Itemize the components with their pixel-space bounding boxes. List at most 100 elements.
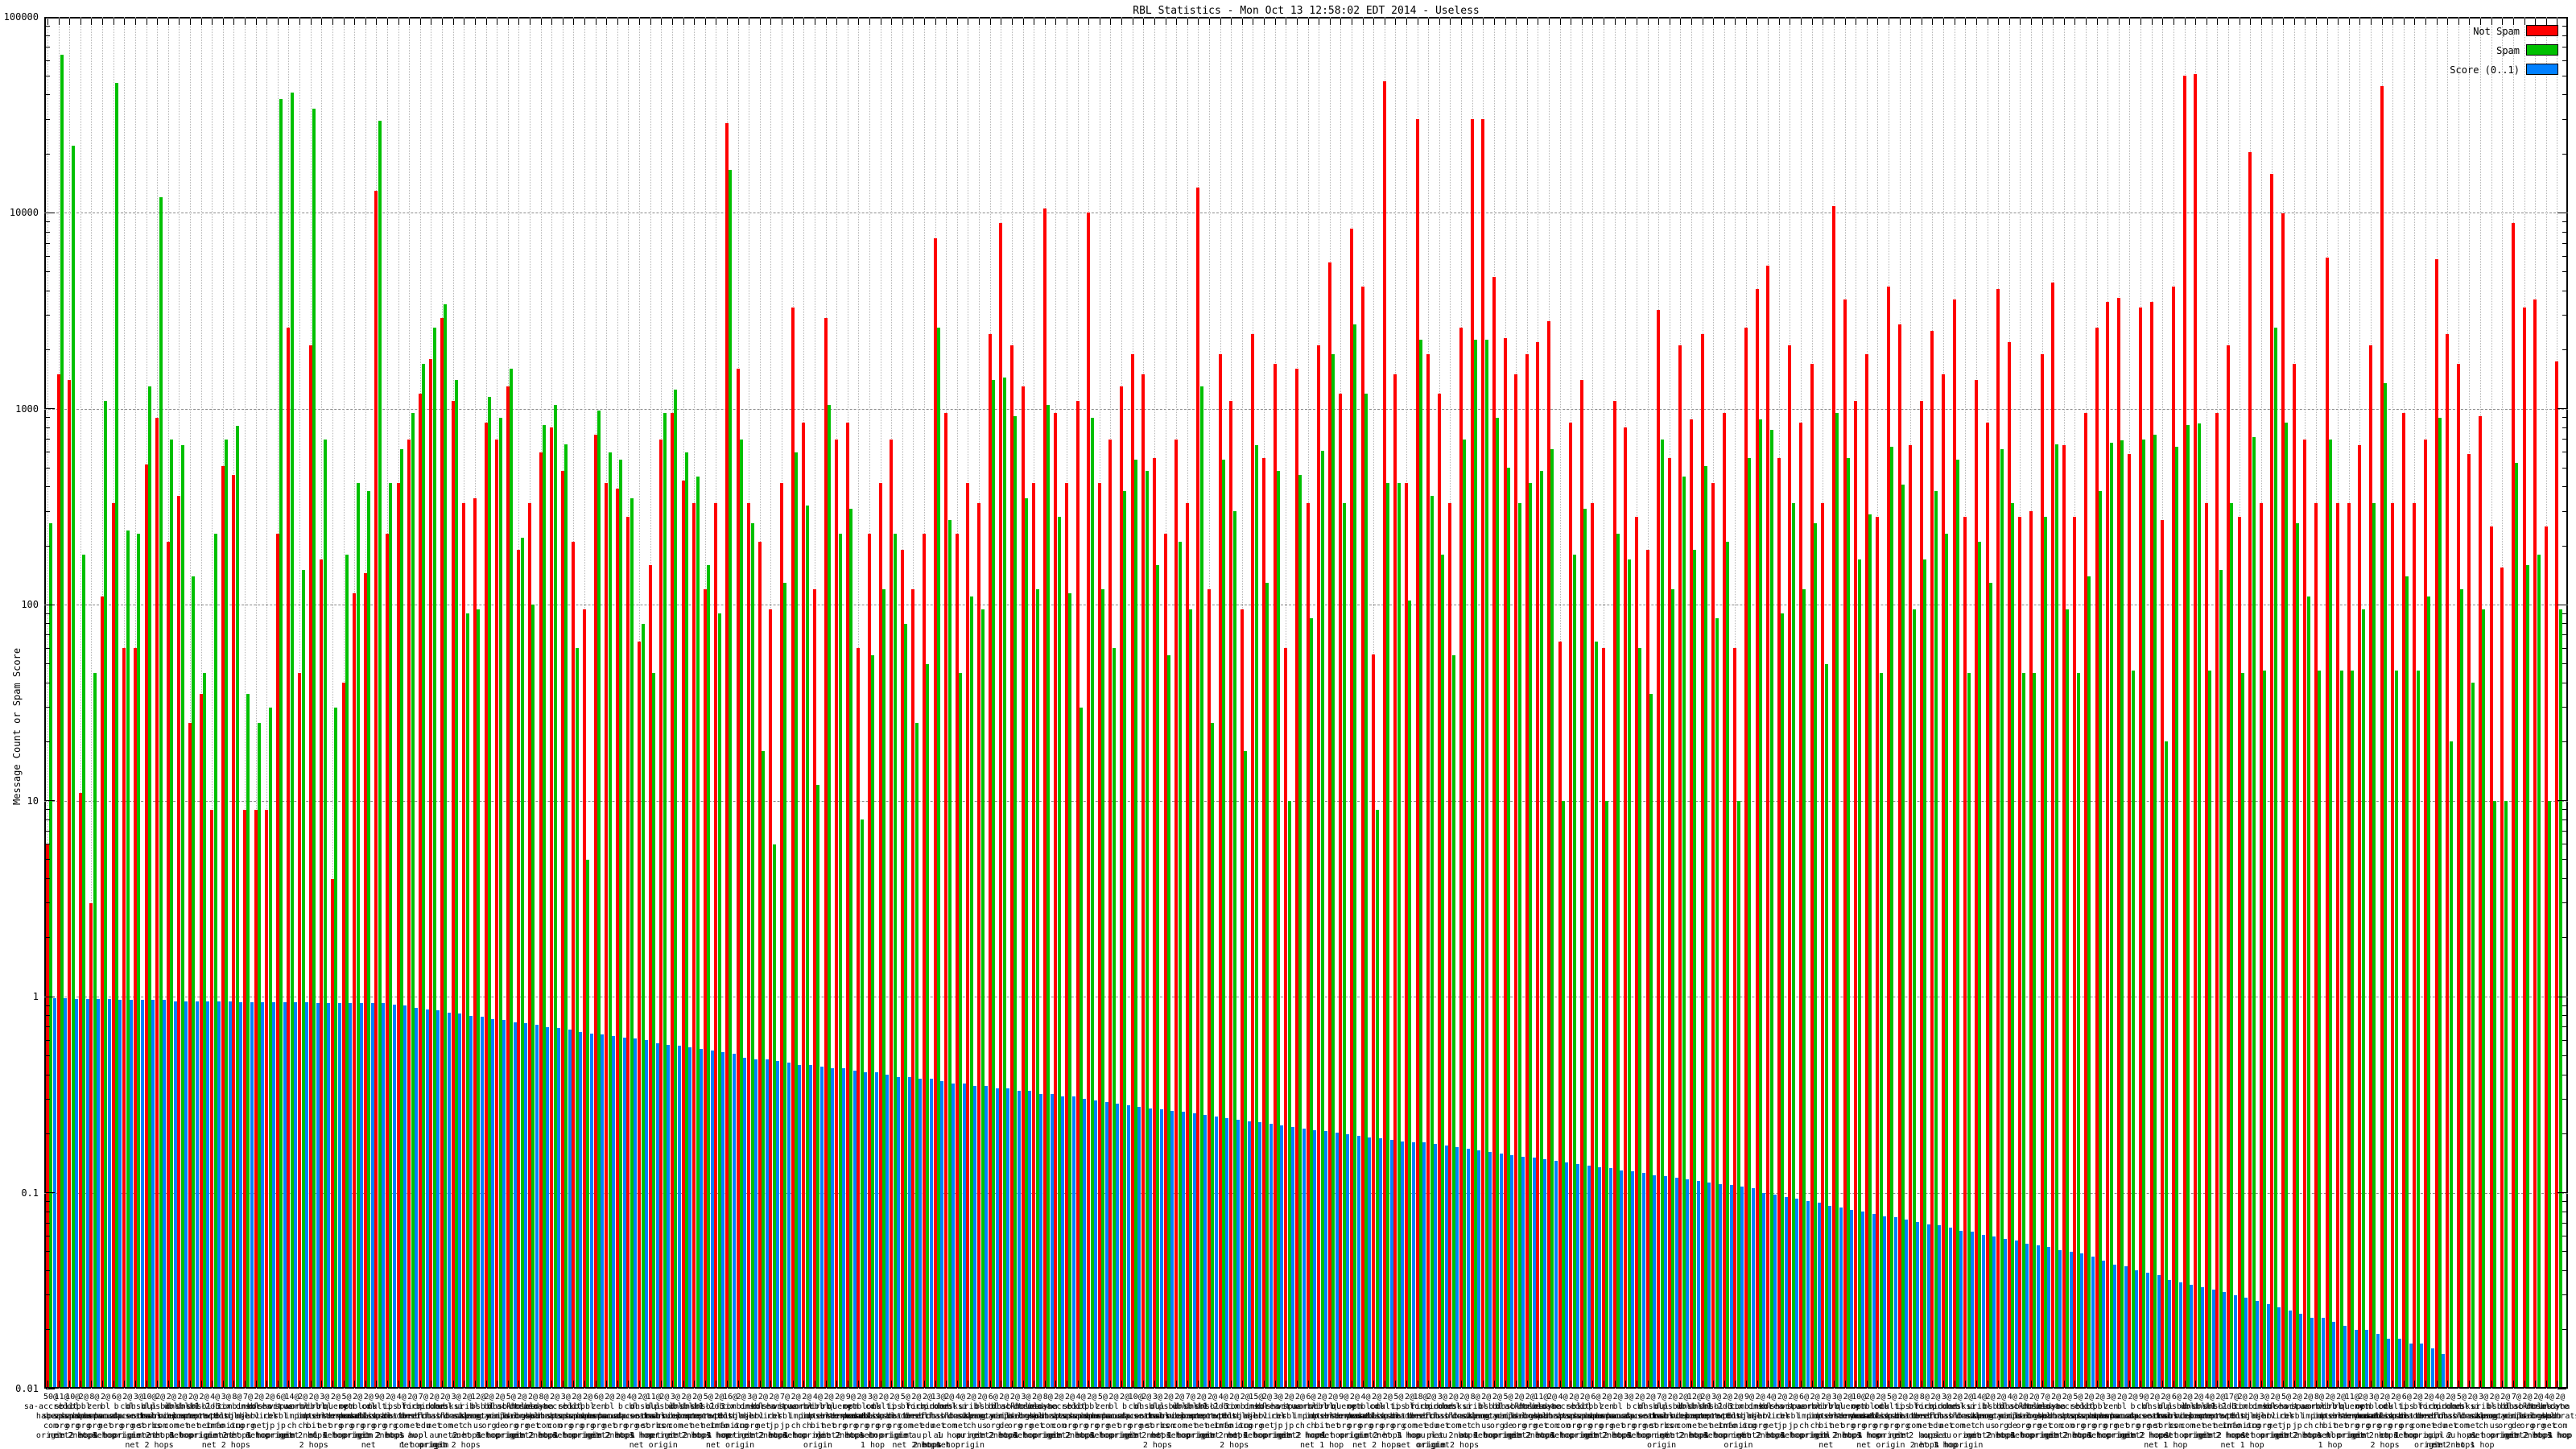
x-tick-bottom xyxy=(1121,1381,1123,1387)
x-tick-label: 3@ zen spamhaus org net origin xyxy=(2087,1393,2136,1440)
x-tick-bottom xyxy=(179,1381,180,1387)
x-tick-bottom xyxy=(1526,1381,1528,1387)
bar-spam xyxy=(1715,618,1719,1387)
bar-score xyxy=(1795,1199,1799,1387)
bar-not-spam xyxy=(2380,85,2384,1387)
bar-not-spam xyxy=(867,534,871,1387)
x-tick-bottom xyxy=(671,1381,673,1387)
x-tick-top xyxy=(551,19,553,25)
x-tick-top xyxy=(1998,19,2000,25)
bar-not-spam xyxy=(1930,330,1934,1387)
bar-spam xyxy=(1529,482,1533,1387)
bar-spam xyxy=(1199,386,1203,1387)
x-tick-label: 2@ multi surbl org 2 hops xyxy=(1373,1393,1402,1440)
bar-score xyxy=(1674,1178,1678,1387)
x-tick-top xyxy=(442,19,444,25)
x-tick-label: 2@ probes dnsbl net au net 2 hops xyxy=(2426,1393,2475,1449)
bar-spam xyxy=(1594,641,1598,1387)
bar-score xyxy=(601,1034,605,1387)
x-tick-label: 3@ short rbl jp origin xyxy=(1263,1393,1293,1440)
x-tick-bottom xyxy=(661,1381,663,1387)
x-tick-label: 2@ short rbl jp net 1 hop xyxy=(1760,1393,1804,1440)
x-tick-bottom xyxy=(989,1381,991,1387)
bar-not-spam xyxy=(878,482,882,1387)
bar-spam xyxy=(1002,377,1006,1387)
bar-spam xyxy=(1221,460,1225,1387)
x-tick-top xyxy=(47,19,48,25)
bar-not-spam xyxy=(2149,302,2153,1387)
x-tick-bottom xyxy=(299,1381,301,1387)
bar-spam xyxy=(1901,485,1905,1387)
x-tick-bottom xyxy=(69,1381,71,1387)
x-tick-bottom xyxy=(2184,1381,2186,1387)
bar-score xyxy=(2178,1282,2182,1387)
x-tick-bottom xyxy=(2315,1381,2317,1387)
bar-not-spam xyxy=(1733,648,1737,1387)
x-tick-bottom xyxy=(365,1381,366,1387)
x-tick-label: 2@ dul dnsbl sorbs net net 1 hop xyxy=(2144,1393,2188,1449)
x-tick-label: 2@ uribl swinog ch 2 hops xyxy=(452,1393,482,1440)
bar-score xyxy=(85,999,89,1387)
bar-not-spam xyxy=(648,564,652,1387)
x-tick-top xyxy=(1110,19,1112,25)
x-tick-label: 2@ ubl unsubscore com 1 hop xyxy=(1155,1393,1204,1440)
bar-spam xyxy=(444,304,448,1387)
bar-score xyxy=(1258,1122,1262,1387)
x-tick-label: 8@ uribl swinog ch net 1 hop xyxy=(1453,1393,1497,1440)
x-tick-top xyxy=(704,19,706,25)
bar-not-spam xyxy=(1207,589,1211,1387)
x-tick-bottom xyxy=(562,1381,564,1387)
y-minor-tick-right xyxy=(2562,1015,2566,1017)
x-tick-label: 2@ bl spamcannibal org net origin xyxy=(1468,1393,1527,1440)
bar-not-spam xyxy=(1722,413,1726,1387)
x-tick-top xyxy=(913,19,914,25)
bar-spam xyxy=(1287,800,1291,1387)
bar-not-spam xyxy=(1831,206,1835,1387)
y-minor-tick-right xyxy=(2562,439,2566,440)
bar-score xyxy=(2343,1325,2347,1387)
bar-spam xyxy=(2263,671,2267,1387)
x-tick-top xyxy=(222,19,224,25)
x-tick-bottom xyxy=(1220,1381,1221,1387)
x-tick-top xyxy=(869,19,870,25)
bar-not-spam xyxy=(462,503,466,1387)
bar-score xyxy=(283,1001,287,1387)
y-minor-tick-right xyxy=(2562,349,2566,351)
bar-spam xyxy=(1013,415,1018,1387)
x-tick-label: 5@ dnsbl inps de origin xyxy=(1493,1393,1523,1440)
bar-not-spam xyxy=(1185,503,1189,1387)
x-tick-top xyxy=(69,19,71,25)
bar-not-spam xyxy=(2533,299,2537,1387)
bar-spam xyxy=(696,477,700,1387)
bar-score xyxy=(1817,1202,1821,1387)
bar-not-spam xyxy=(111,503,115,1387)
bar-score xyxy=(1653,1174,1657,1387)
y-minor-tick-right xyxy=(2562,35,2566,37)
x-tick-top xyxy=(2096,19,2098,25)
bar-score xyxy=(1883,1216,1887,1387)
bar-score xyxy=(502,1020,506,1387)
x-tick-top xyxy=(2151,19,2153,25)
bar-spam xyxy=(2054,444,2058,1387)
bar-spam xyxy=(400,449,404,1387)
x-tick-bottom xyxy=(1724,1381,1725,1387)
x-tick-label: 3@ dnsbl-3 uceprotect net 1 hop xyxy=(1692,1393,1741,1440)
bar-spam xyxy=(652,672,656,1387)
x-tick-bottom xyxy=(1428,1381,1430,1387)
x-tick-bottom xyxy=(2381,1381,2383,1387)
x-tick-bottom xyxy=(1975,1381,1977,1387)
x-tick-bottom xyxy=(606,1381,608,1387)
x-tick-bottom xyxy=(1735,1381,1736,1387)
x-tick-label: 2@ spamrbl imp ch 1 hop xyxy=(778,1393,813,1440)
x-tick-label: 2@ ubl unsubscore com net 1 hop xyxy=(147,1393,196,1440)
bar-not-spam xyxy=(353,592,357,1387)
bar-not-spam xyxy=(407,439,411,1387)
legend-swatch xyxy=(2526,44,2558,56)
bar-not-spam xyxy=(1141,374,1146,1387)
bar-spam xyxy=(389,482,393,1387)
x-tick-top xyxy=(1088,19,1090,25)
x-tick-top xyxy=(1899,19,1901,25)
bar-not-spam xyxy=(1821,503,1825,1387)
y-minor-tick-left xyxy=(46,545,50,547)
x-tick-label: 2@ korea services net net 2 hops xyxy=(738,1393,787,1440)
